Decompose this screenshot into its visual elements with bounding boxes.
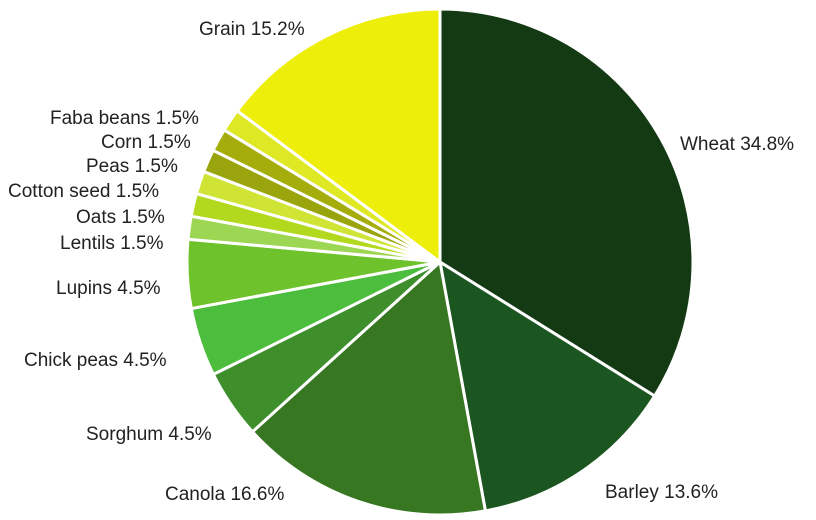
pie-slice-canola (250, 260, 487, 517)
slice-label-oats: Oats 1.5% (76, 207, 165, 228)
slice-label-lentils: Lentils 1.5% (60, 233, 164, 254)
pie-slice-barley (438, 260, 657, 513)
slice-label-chick-peas: Chick peas 4.5% (24, 350, 167, 371)
slice-label-faba-beans: Faba beans 1.5% (50, 108, 199, 129)
slice-label-canola: Canola 16.6% (165, 484, 284, 505)
slice-label-corn: Corn 1.5% (101, 132, 191, 153)
slice-label-cotton-seed: Cotton seed 1.5% (8, 181, 159, 202)
slice-label-grain: Grain 15.2% (199, 19, 305, 40)
pie-slice-wheat (438, 7, 695, 398)
slices-layer (185, 7, 695, 517)
slice-label-wheat: Wheat 34.8% (680, 134, 794, 155)
slice-label-sorghum: Sorghum 4.5% (86, 424, 212, 445)
pie-slice-grain (235, 7, 442, 264)
slice-label-barley: Barley 13.6% (605, 482, 718, 503)
labels-layer: Wheat 34.8% Barley 13.6% Canola 16.6% Sorgh… (8, 19, 794, 505)
slice-label-lupins: Lupins 4.5% (56, 278, 161, 299)
slice-label-peas: Peas 1.5% (86, 156, 178, 177)
